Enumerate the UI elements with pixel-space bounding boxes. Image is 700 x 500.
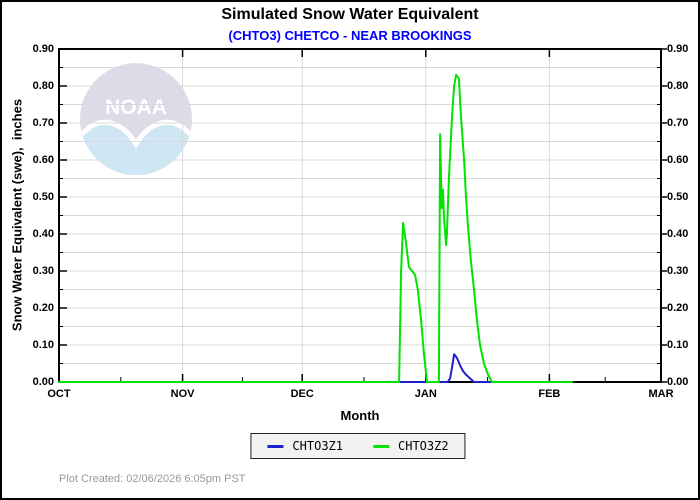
x-tick-label: MAR <box>648 388 674 400</box>
y-tick-label: 0.10 <box>667 338 689 351</box>
legend-item-CHTO3Z2: CHTO3Z2 <box>373 439 449 453</box>
legend: CHTO3Z1 CHTO3Z2 <box>250 433 466 459</box>
noaa-logo-icon: NOAA <box>79 63 192 176</box>
y-tick-label: 0.10 <box>32 338 54 351</box>
y-tick-label: 0.60 <box>667 153 689 166</box>
y-tick-label: 0.20 <box>667 301 689 314</box>
noaa-logo-sky <box>79 63 192 144</box>
y-tick-label: 0.30 <box>667 264 689 277</box>
grid-layer <box>59 49 661 382</box>
y-tick-label: 0.90 <box>32 42 54 55</box>
plot-created-timestamp: Plot Created: 02/06/2026 6:05pm PST <box>59 473 246 485</box>
y-tick-label: 0.30 <box>32 264 54 277</box>
x-tick-label: OCT <box>47 388 71 400</box>
y-tick-label: 0.80 <box>667 79 689 92</box>
x-tick-label: FEB <box>538 388 561 400</box>
legend-color-dash <box>373 444 389 448</box>
legend-item-CHTO3Z1: CHTO3Z1 <box>267 439 343 453</box>
y-tick-label: 0.80 <box>32 79 54 92</box>
x-tick-label: JAN <box>414 388 437 400</box>
y-tick-label: 0.00 <box>32 375 54 388</box>
x-axis-title: Month <box>340 408 380 423</box>
legend-color-dash <box>267 444 284 448</box>
legend-label: CHTO3Z1 <box>292 439 343 453</box>
x-tick-label: NOV <box>170 388 195 400</box>
y-tick-label: 0.50 <box>667 190 689 203</box>
y-tick-label: 0.70 <box>667 116 689 129</box>
y-tick-label: 0.60 <box>32 153 54 166</box>
y-tick-label: 0.40 <box>32 227 54 240</box>
y-tick-label: 0.40 <box>667 227 689 240</box>
legend-label: CHTO3Z2 <box>398 439 449 453</box>
y-tick-label: 0.00 <box>667 375 689 388</box>
series-layer <box>58 73 574 383</box>
chart-subtitle: (CHTO3) CHETCO - NEAR BROOKINGS <box>228 28 472 43</box>
series-line-CHTO3Z1 <box>58 353 574 383</box>
y-tick-label: 0.90 <box>667 42 689 55</box>
chart-title: Simulated Snow Water Equivalent <box>221 6 479 23</box>
y-tick-label: 0.70 <box>32 116 54 129</box>
y-tick-label: 0.20 <box>32 301 54 314</box>
noaa-logo-text: NOAA <box>105 96 167 119</box>
y-tick-label: 0.50 <box>32 190 54 203</box>
series-line-CHTO3Z2 <box>58 73 574 383</box>
x-tick-label: DEC <box>290 388 314 400</box>
